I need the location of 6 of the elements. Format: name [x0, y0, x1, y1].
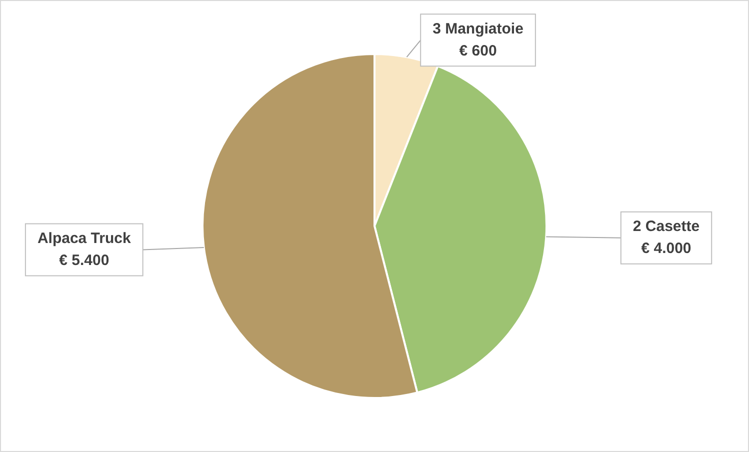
slice-label: 3 Mangiatoie: [432, 20, 524, 38]
slice-label: 2 Casette: [632, 218, 700, 236]
slice-label: Alpaca Truck: [37, 230, 132, 247]
data-label: € 4.000: [641, 240, 692, 258]
data-label: € 600: [459, 42, 497, 60]
data-label: € 5.400: [59, 252, 110, 269]
